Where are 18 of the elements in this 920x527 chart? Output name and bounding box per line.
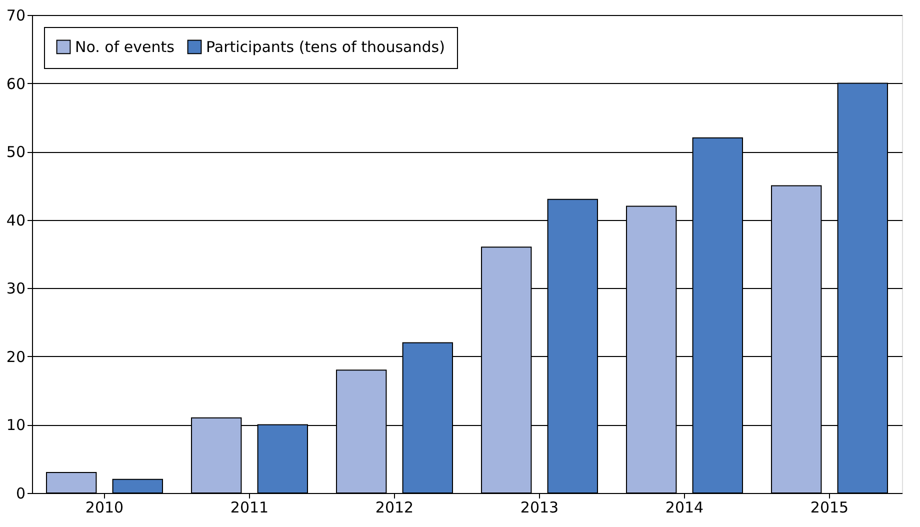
legend-label: No. of events <box>75 38 175 56</box>
bar <box>46 472 97 494</box>
y-tick-label: 30 <box>6 280 26 298</box>
x-tick-label: 2012 <box>375 498 414 516</box>
y-tick-label: 60 <box>6 74 26 93</box>
y-tick-label: 70 <box>6 6 26 24</box>
y-tick-label: 20 <box>6 348 26 366</box>
x-tick-label: 2011 <box>230 498 269 516</box>
x-tick-label: 2010 <box>85 498 124 516</box>
x-tick-label: 2015 <box>810 498 849 516</box>
y-tick-label: 50 <box>6 143 26 162</box>
legend-label: Participants (tens of thousands) <box>206 38 445 56</box>
x-tick-label: 2013 <box>520 498 559 516</box>
x-tick-label: 2014 <box>665 498 704 516</box>
y-tick-label: 10 <box>6 416 26 434</box>
bar <box>112 478 163 494</box>
y-tick-label: 40 <box>6 211 26 230</box>
y-tick-label: 0 <box>16 484 26 502</box>
